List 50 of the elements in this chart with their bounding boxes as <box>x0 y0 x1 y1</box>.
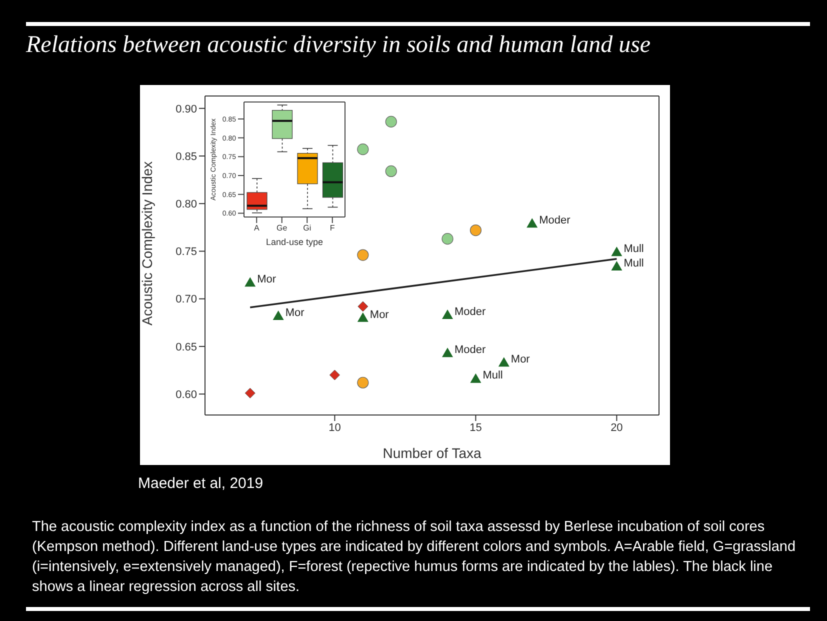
chart-title: Relations between acoustic diversity in soils and human land use <box>26 32 651 59</box>
y-tick-label: 0.90 <box>176 103 197 116</box>
annotation: Mull <box>482 370 503 382</box>
x-tick-label: 20 <box>610 422 623 434</box>
x-tick-label: Gi <box>303 224 312 233</box>
y-tick-label: 0.60 <box>176 388 197 401</box>
point <box>611 260 622 270</box>
annotation: Mull <box>624 257 644 270</box>
point <box>611 246 622 256</box>
point <box>357 376 369 388</box>
point <box>357 312 368 322</box>
y-tick-label: 0.75 <box>176 246 197 258</box>
point <box>526 218 538 228</box>
annotation: Mor <box>285 306 305 319</box>
point <box>244 277 256 287</box>
y-tick-label: 0.65 <box>176 341 197 354</box>
x-tick-label: A <box>254 224 260 233</box>
text: The acoustic complexity index as a function of the richness of soil taxa assessd by Berlese incubation of soil cores (Kempson method). Different land-use types are indicated by different colors and symbols. A=Arable field, G=grassland (i=intensively, e=extensively managed), F=forest (repective humus forms are indicated by the lables). The black line shows a linear regression across all sites. <box>32 518 797 597</box>
point <box>498 357 510 367</box>
annotation: Mull <box>624 243 644 256</box>
y-tick-label: 0.85 <box>176 150 197 163</box>
x-tick-label: Ge <box>276 224 288 233</box>
x-axis-title: Land-use type <box>266 237 324 247</box>
annotation: Moder <box>454 344 486 356</box>
point <box>357 249 369 261</box>
point <box>470 373 482 383</box>
point <box>358 301 368 312</box>
point <box>272 310 284 320</box>
point <box>244 388 256 398</box>
y-tick-label: 0.70 <box>176 294 197 306</box>
y-axis-title: Acoustic Complexity Index <box>138 161 155 326</box>
text: Maeder et al, 2019 <box>138 475 264 492</box>
point <box>442 233 454 245</box>
point <box>357 144 369 156</box>
annotation: Mor <box>370 308 390 321</box>
x-tick-label: F <box>330 224 335 233</box>
point <box>442 348 454 358</box>
x-tick-label: 10 <box>328 422 341 434</box>
point <box>385 116 397 128</box>
annotation: Mor <box>510 354 530 366</box>
annotation: Mor <box>257 274 276 286</box>
point <box>329 370 340 380</box>
x-axis-title: Number of Taxa <box>382 445 482 461</box>
point <box>385 165 397 178</box>
x-tick-label: 15 <box>470 422 482 434</box>
y-tick-label: 0.80 <box>176 198 197 211</box>
point <box>470 224 482 236</box>
annotation: Moder <box>539 214 571 227</box>
annotation: Moder <box>454 306 486 318</box>
point <box>442 310 454 320</box>
